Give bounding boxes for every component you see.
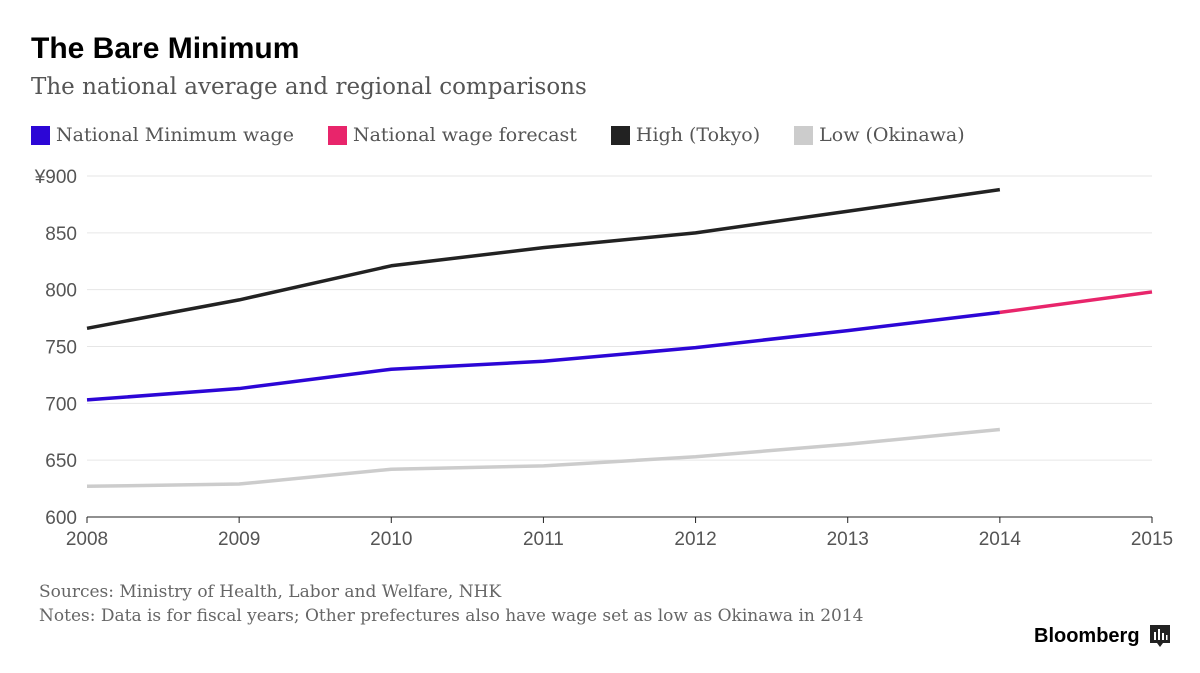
y-tick-label: 700 — [45, 394, 77, 415]
legend-swatch-national-minimum — [31, 125, 50, 145]
notes-text: Notes: Data is for fiscal years; Other p… — [39, 606, 864, 626]
x-tick-label: 2014 — [979, 529, 1022, 550]
x-tick-label: 2010 — [370, 529, 412, 550]
legend-label-forecast: National wage forecast — [352, 124, 577, 146]
legend-swatch-forecast — [327, 125, 347, 145]
x-tick-label: 2015 — [1131, 529, 1173, 550]
y-tick-label: 850 — [45, 224, 77, 245]
x-tick-label: 2008 — [66, 529, 108, 550]
legend: National Minimum wage National wage fore… — [31, 124, 999, 146]
y-tick-label: 750 — [45, 338, 77, 359]
series-layer — [86, 187, 1153, 489]
legend-item-high-tokyo: High (Tokyo) — [610, 124, 761, 146]
legend-label-high-tokyo: High (Tokyo) — [635, 124, 761, 146]
y-tick-label: 600 — [45, 508, 77, 529]
brand-name: Bloomberg — [1034, 624, 1140, 647]
legend-item-national-minimum: National Minimum wage — [31, 124, 294, 146]
series-line-high-tokyo — [86, 187, 1001, 331]
legend-item-forecast: National wage forecast — [327, 124, 577, 146]
tick-layer: 600 650 700 750 800 850 ¥900 2008 2009 2010 2011 20… — [34, 167, 1173, 550]
bloomberg-chart-icon — [1149, 625, 1170, 647]
sources-text: Sources: Ministry of Health, Labor and W… — [39, 582, 502, 602]
x-tick-label: 2011 — [523, 529, 564, 550]
series-line-national-minimum-wage — [86, 310, 1001, 402]
legend-swatch-low-okinawa — [794, 125, 814, 145]
series-line-national-wage-forecast — [999, 290, 1153, 315]
y-tick-label: 800 — [45, 281, 77, 302]
footer-notes: Sources: Ministry of Health, Labor and W… — [39, 580, 864, 628]
x-tick-label: 2009 — [218, 529, 260, 550]
legend-label-national-minimum: National Minimum wage — [56, 124, 294, 146]
chart-subtitle: The national average and regional compar… — [31, 74, 587, 100]
x-tick-label: 2012 — [674, 529, 716, 550]
brand-logo: Bloomberg — [1034, 624, 1171, 648]
grid-layer — [87, 175, 1152, 518]
y-tick-label: ¥900 — [34, 167, 77, 188]
series-line-low-okinawa — [86, 427, 1001, 489]
x-tick-label: 2013 — [827, 529, 869, 550]
legend-swatch-high-tokyo — [610, 125, 630, 145]
legend-label-low-okinawa: Low (Okinawa) — [819, 124, 965, 146]
legend-item-low-okinawa: Low (Okinawa) — [794, 124, 965, 146]
y-tick-label: 650 — [45, 451, 77, 472]
chart-title: The Bare Minimum — [31, 32, 300, 65]
